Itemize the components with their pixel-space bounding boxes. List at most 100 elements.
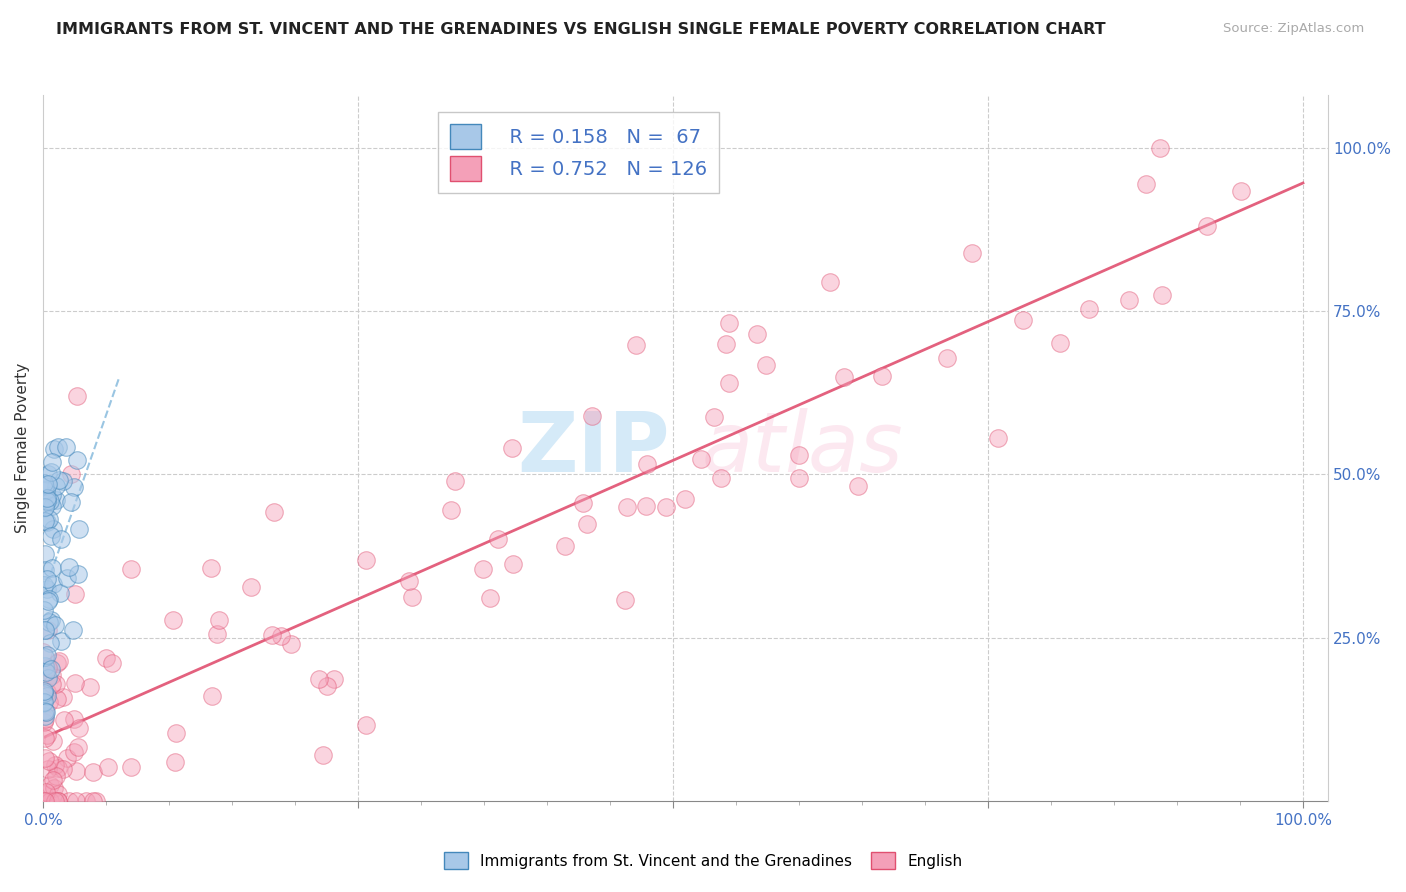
Point: [39, 636, 62, 650]
Point: [35, 665, 58, 679]
Legend: Immigrants from St. Vincent and the Grenadines, English: Immigrants from St. Vincent and the Gren…: [437, 846, 969, 875]
Point: [46, 656, 69, 670]
Point: [37, 672, 59, 686]
Point: [486, 532, 509, 546]
Point: [38, 778, 60, 792]
Point: [38, 512, 60, 526]
Point: [35, 648, 58, 663]
Point: [84, 794, 107, 808]
Point: [35, 785, 58, 799]
Point: [46, 440, 69, 454]
Point: [35, 685, 58, 699]
Point: [655, 500, 678, 515]
Point: [42, 773, 65, 788]
Point: [44, 442, 66, 456]
Point: [32, 684, 55, 698]
Point: [37, 623, 59, 637]
Point: [34, 500, 56, 514]
Point: [48, 473, 70, 487]
Point: [1011, 313, 1033, 327]
Point: [37, 476, 59, 491]
Point: [94, 651, 117, 665]
Point: [35, 582, 58, 597]
Point: [613, 593, 636, 607]
Point: [51, 634, 73, 648]
Point: [673, 491, 696, 506]
Point: [34, 731, 56, 746]
Point: [818, 276, 841, 290]
Point: [39, 466, 62, 480]
Point: [32, 645, 55, 659]
Point: [316, 679, 339, 693]
Point: [67, 522, 90, 536]
Point: [34, 750, 56, 764]
Point: [312, 748, 335, 763]
Point: [575, 516, 598, 531]
Point: [501, 441, 523, 455]
Point: [45, 493, 67, 508]
Point: [62, 623, 84, 637]
Point: [65, 794, 87, 808]
Y-axis label: Single Female Poverty: Single Female Poverty: [15, 363, 30, 533]
Point: [354, 553, 377, 567]
Point: [63, 676, 86, 690]
Point: [32, 685, 55, 699]
Point: [58, 794, 80, 808]
Point: [62, 712, 84, 726]
Point: [32, 696, 55, 710]
Point: [710, 471, 733, 485]
Point: [67, 721, 90, 735]
Text: atlas: atlas: [702, 408, 903, 489]
Point: [848, 479, 870, 493]
Point: [38, 794, 60, 808]
Point: [398, 574, 420, 589]
Point: [38, 615, 60, 629]
Point: [34, 623, 56, 637]
Point: [745, 327, 768, 342]
Point: [1078, 301, 1101, 316]
Point: [41, 499, 63, 513]
Point: [1149, 140, 1171, 154]
Point: [34, 547, 56, 561]
Point: [53, 713, 76, 727]
Point: [1197, 219, 1219, 233]
Point: [32, 714, 55, 729]
Point: [34, 709, 56, 723]
Point: [32, 695, 55, 709]
Point: [401, 590, 423, 604]
Point: [832, 369, 855, 384]
Point: [35, 705, 58, 719]
Point: [52, 762, 75, 776]
Point: [120, 561, 142, 575]
Point: [787, 471, 810, 485]
Point: [208, 613, 231, 627]
Point: [32, 603, 55, 617]
Point: [205, 627, 228, 641]
Point: [870, 369, 893, 384]
Point: [479, 591, 502, 606]
Point: [35, 573, 58, 587]
Point: [44, 757, 66, 772]
Point: [49, 586, 72, 600]
Point: [60, 494, 83, 508]
Point: [48, 794, 70, 808]
Point: [39, 529, 62, 543]
Point: [66, 739, 89, 754]
Point: [63, 745, 86, 759]
Point: [52, 474, 75, 488]
Point: [37, 728, 59, 742]
Point: [59, 467, 82, 482]
Point: [42, 781, 65, 796]
Point: [37, 491, 59, 505]
Point: [240, 580, 263, 594]
Point: [56, 751, 79, 765]
Text: Source: ZipAtlas.com: Source: ZipAtlas.com: [1223, 22, 1364, 36]
Point: [634, 500, 657, 514]
Point: [82, 765, 104, 780]
Point: [62, 480, 84, 494]
Point: [34, 563, 56, 577]
Point: [789, 448, 811, 462]
Point: [32, 475, 55, 490]
Point: [34, 624, 56, 638]
Point: [34, 712, 56, 726]
